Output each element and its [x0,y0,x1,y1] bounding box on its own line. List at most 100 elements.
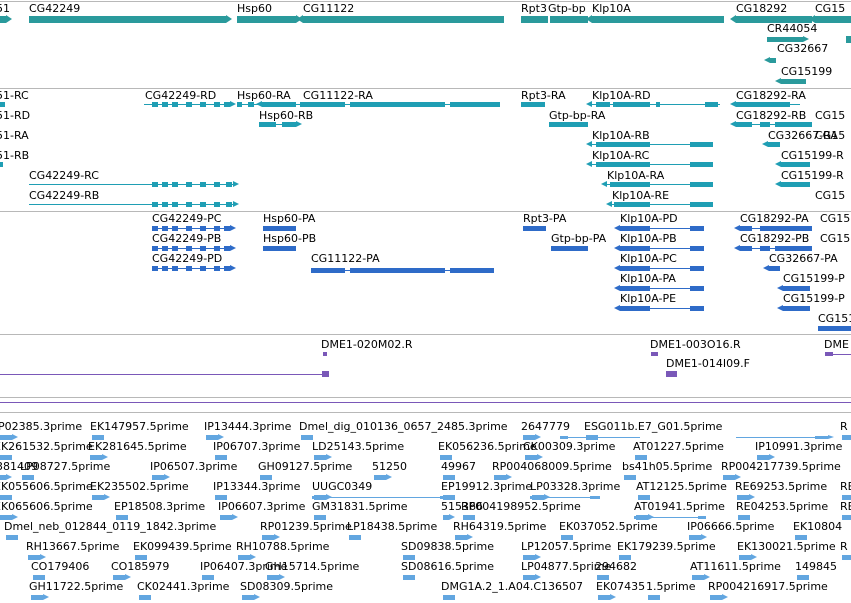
est-label: LD25143.5prime [312,440,405,453]
est-label: IP06407.3prime [200,560,288,573]
transcript-label: Rpt3-RA [521,89,566,102]
transcript-label: CG18292-RA [736,89,806,102]
est-label: EK10804 [793,520,843,533]
est-label: EK261532.5prime [0,440,93,453]
est-label: EK235502.5prime [90,480,189,493]
est-label: CK00309.3prime [523,440,616,453]
transcript-label: Gtp-bp-RA [549,109,606,122]
est-label: EK130021.5prime [737,540,836,553]
est-label: EK281645.5prime [88,440,187,453]
transcript-label: CG18292-RB [736,109,807,122]
est-label: AT01227.5prime [633,440,724,453]
est-label: RE04253.5prime [736,500,829,513]
est-label: RP004216917.5prime [708,580,828,593]
transcript-label: 51-RA [0,129,29,142]
transcript-label: 51-RB [0,149,30,162]
est-label: LP03328.3prime [530,480,621,493]
protein-label: Klp10A-PE [620,292,677,305]
gene-label: 51 [0,2,10,15]
protein-label: CG32667-PA [769,252,838,265]
gene-label: CR44054 [767,22,818,35]
clone-label: DME [824,338,849,351]
protein-label: CG15 [820,232,851,245]
est-label: IP06607.3prime [218,500,306,513]
est-label: GH15714.5prime [265,560,360,573]
protein-label: CG15199-P [818,312,851,325]
est-label: EK147957.5prime [90,420,189,433]
est-label: EK179239.5prime [617,540,716,553]
protein-label: Rpt3-PA [523,212,567,225]
est-label: RH10788.5prime [236,540,330,553]
est-label: LP18438.5prime [347,520,438,533]
transcript-label: 51-RC [0,89,29,102]
protein-label: Gtp-bp-PA [551,232,607,245]
transcript-label: CG42249-RB [29,189,100,202]
clone-label: DME1-003O16.R [650,338,741,351]
est-label: SD09838.5prime [401,540,494,553]
est-label: ESG011b.E7_G01.5prime [584,420,723,433]
est-label: AT12125.5prime [636,480,727,493]
transcript-label: CG42249-RC [29,169,99,182]
transcript-label: CG15 [815,109,846,122]
est-label: P02385.3prime [0,420,83,433]
transcript-label: CG42249-RD [145,89,217,102]
transcript-label: Hsp60-RA [237,89,291,102]
est-label: LP08727.5prime [20,460,111,473]
est-label: RP004198952.5prime [461,500,581,513]
transcript-label: CG11122-RA [303,89,373,102]
est-label: EP19912.3prime [441,480,533,493]
est-label: bs41h05.5prime [622,460,713,473]
transcript-label: CG15 [815,129,846,142]
transcript-label: 51-RD [0,109,31,122]
est-label: 381409 [0,460,38,473]
transcript-label: Klp10A-RC [592,149,650,162]
est-label: CO185979 [111,560,170,573]
transcript-label: Klp10A-RD [592,89,651,102]
gene-label: Klp10A [592,2,631,15]
est-label: CK02441.3prime [137,580,230,593]
est-label: EK055606.5prime [0,480,93,493]
est-label: EK07435 [596,580,646,593]
gene-label: CG42249 [29,2,81,15]
est-label: EP18508.3prime [114,500,206,513]
est-label: 515366 [441,500,483,513]
est-label: IP06666.5prime [687,520,775,533]
est-label: IP10991.3prime [755,440,843,453]
est-label: RE [840,480,851,493]
est-label: 1.5prime [646,580,696,593]
est-label: R [840,420,848,433]
transcript-label: CG15199-R [781,169,844,182]
gene-label: CG11122 [303,2,355,15]
est-label: IP13444.3prime [204,420,292,433]
est-label: RP004217739.5prime [721,460,841,473]
protein-label: Klp10A-PB [620,232,677,245]
est-label: AT11611.5prime [690,560,781,573]
est-label: EK065606.5prime [0,500,93,513]
gene-label: Hsp60 [237,2,272,15]
est-label: 51250 [372,460,407,473]
track-separator [0,1,851,2]
est-label: CO179406 [31,560,90,573]
est-label: UUGC0349 [312,480,373,493]
est-label: IP06507.3prime [150,460,238,473]
track-separator [0,397,851,398]
protein-label: Klp10A-PD [620,212,678,225]
est-label: SD08616.5prime [401,560,494,573]
transcript-label: Klp10A-RE [612,189,670,202]
protein-label: CG42249-PD [152,252,223,265]
est-label: DMG1A.2_1.A04.C136507 [441,580,583,593]
clone-span-line [0,402,851,403]
transcript-label: CG32667-RA [768,129,838,142]
est-label: IP06707.3prime [213,440,301,453]
protein-label: CG42249-PB [152,232,222,245]
est-label: LP04877.5prime [521,560,612,573]
est-label: LP12057.5prime [521,540,612,553]
clone-label: DME1-020M02.R [321,338,413,351]
protein-label: CG15199-P [783,292,845,305]
est-label: GM31831.5prime [312,500,408,513]
est-label: SD08309.5prime [240,580,333,593]
protein-label: CG15 [820,212,851,225]
protein-label: Klp10A-PC [620,252,677,265]
est-label: 49967 [441,460,476,473]
